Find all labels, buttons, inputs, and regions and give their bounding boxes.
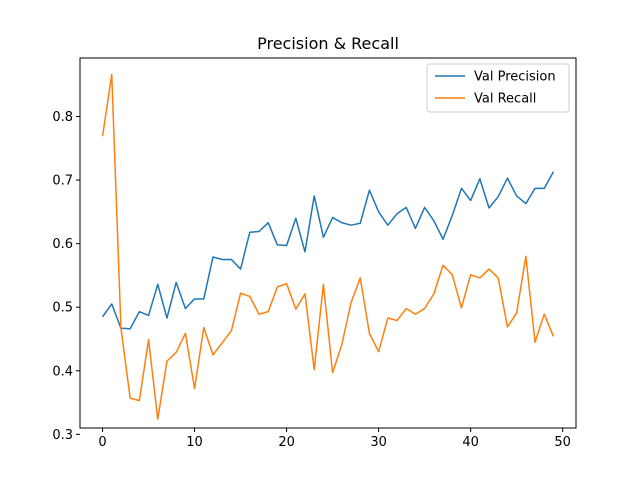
y-tick-label: 0.3 xyxy=(52,428,73,443)
y-axis: 0.3 0.4 0.5 0.6 0.7 0.8 xyxy=(52,110,80,443)
chart-title: Precision & Recall xyxy=(257,34,399,53)
x-tick-label: 30 xyxy=(370,435,387,450)
y-tick-label: 0.5 xyxy=(52,301,73,316)
x-tick-label: 0 xyxy=(98,435,106,450)
x-tick-label: 20 xyxy=(278,435,295,450)
series-line-val-precision xyxy=(101,171,555,330)
x-tick-label: 10 xyxy=(186,435,203,450)
plot-area xyxy=(101,73,555,420)
y-tick-label: 0.6 xyxy=(52,237,73,252)
y-tick-label: 0.4 xyxy=(52,364,73,379)
y-tick-label: 0.7 xyxy=(52,174,73,189)
legend-label-val-precision: Val Precision xyxy=(474,70,556,85)
axes-frame xyxy=(79,57,577,429)
x-tick-label: 50 xyxy=(554,435,571,450)
x-axis: 0 10 20 30 40 50 xyxy=(98,428,571,450)
legend: Val Precision Val Recall xyxy=(426,63,570,113)
legend-label-val-recall: Val Recall xyxy=(474,92,536,107)
y-tick-label: 0.8 xyxy=(52,110,73,125)
series-line-val-recall xyxy=(101,73,555,420)
x-tick-label: 40 xyxy=(462,435,479,450)
